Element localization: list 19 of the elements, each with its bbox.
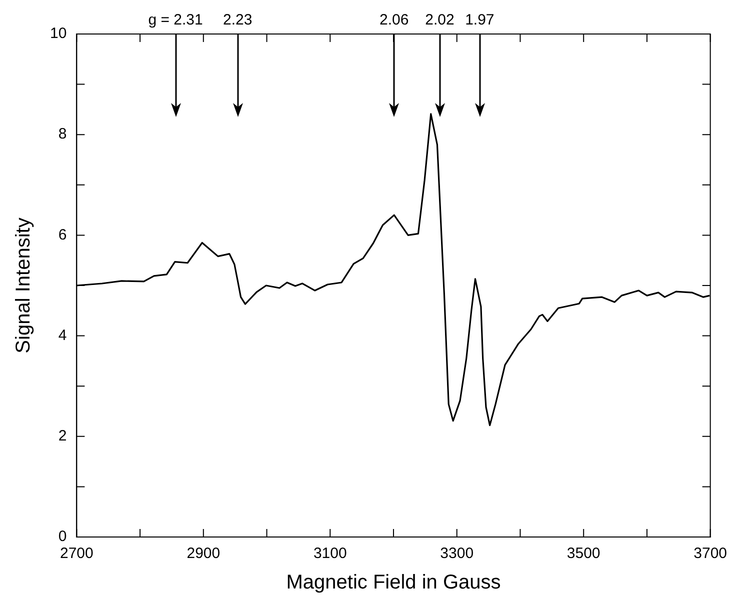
y-axis-title: Signal Intensity: [12, 218, 35, 354]
x-tick-label: 3100: [313, 545, 347, 562]
x-tick-label: 2700: [60, 545, 94, 562]
x-axis-title: Magnetic Field in Gauss: [286, 572, 501, 594]
x-tick-label: 3500: [566, 545, 600, 562]
annotation: 2.02: [425, 12, 454, 29]
x-tick-label: 3700: [694, 545, 728, 562]
annotation: 1.97: [465, 12, 494, 29]
y-tick-label: 0: [58, 528, 67, 546]
y-tick-label: 8: [58, 126, 67, 143]
x-tick-label: 2900: [186, 545, 220, 562]
y-tick-label: 2: [58, 428, 67, 445]
y-tick-label: 4: [58, 326, 67, 344]
annotation: g = 2.31: [148, 12, 203, 29]
x-tick-label: 3300: [440, 545, 474, 562]
annotation: 2.06: [380, 12, 409, 29]
y-tick-label: 6: [58, 226, 67, 244]
y-tick-label: 10: [50, 25, 67, 42]
annotation: 2.23: [223, 12, 252, 29]
